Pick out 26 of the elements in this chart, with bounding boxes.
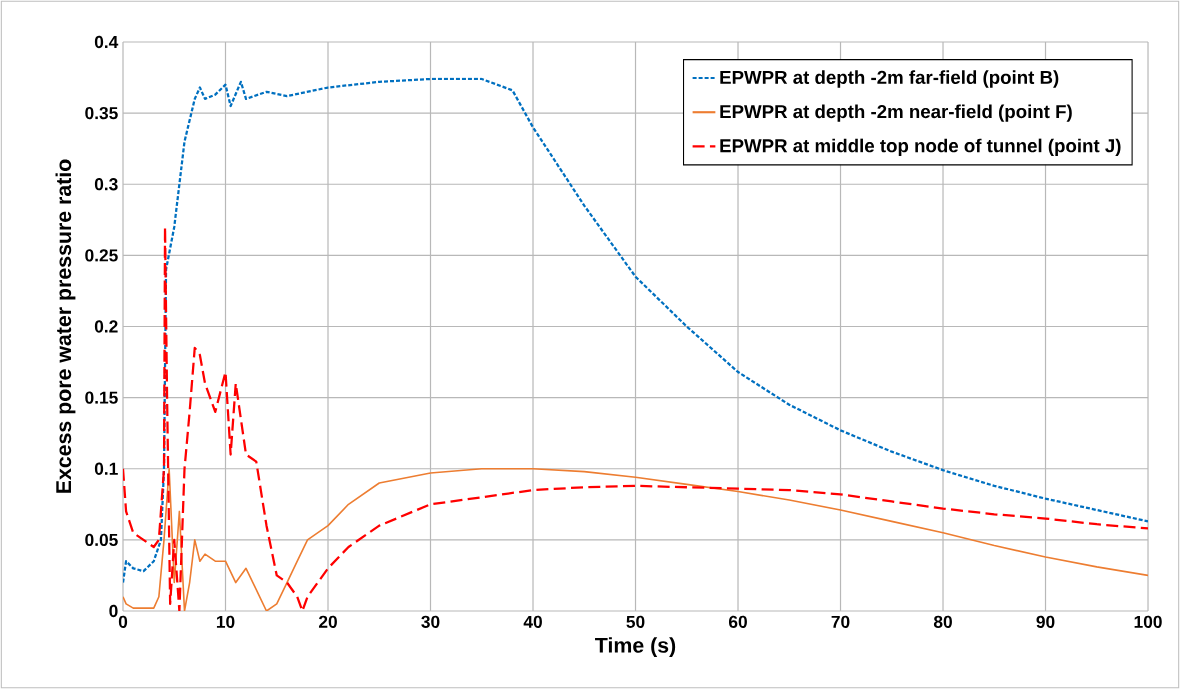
y-tick-label: 0.25 xyxy=(85,249,118,262)
y-tick-label: 0.2 xyxy=(94,320,118,333)
x-tick-label: 10 xyxy=(216,615,235,628)
x-tick-label: 30 xyxy=(421,615,440,628)
x-tick-label: 100 xyxy=(1134,615,1162,628)
x-tick-label: 70 xyxy=(831,615,850,628)
x-tick-label: 0 xyxy=(118,615,128,628)
legend-label: EPWPR at middle top node of tunnel (point J) xyxy=(720,138,1121,157)
y-tick-label: 0 xyxy=(109,604,118,618)
x-tick-label: 40 xyxy=(523,615,542,628)
y-tick-label: 0.15 xyxy=(85,391,118,404)
x-tick-label: 90 xyxy=(1036,615,1055,628)
line-series xyxy=(123,467,1149,611)
y-tick-label: 0.05 xyxy=(85,533,118,547)
y-axis-title: Excess pore water pressure ratio xyxy=(55,159,76,493)
y-tick-label: 0.4 xyxy=(94,35,119,49)
y-tick-label: 0.3 xyxy=(94,178,118,191)
x-axis-title: Time (s) xyxy=(595,637,676,658)
legend-label: EPWPR at depth -2m near-field (point F) xyxy=(720,104,1072,122)
x-tick-label: 60 xyxy=(729,615,747,628)
legend-label: EPWPR at depth -2m far-field (point B) xyxy=(720,70,1059,88)
y-tick-label: 0.1 xyxy=(94,462,118,475)
x-tick-label: 50 xyxy=(626,615,645,628)
x-tick-label: 80 xyxy=(933,615,952,628)
x-tick-label: 20 xyxy=(318,615,337,628)
y-tick-label: 0.35 xyxy=(85,106,118,120)
